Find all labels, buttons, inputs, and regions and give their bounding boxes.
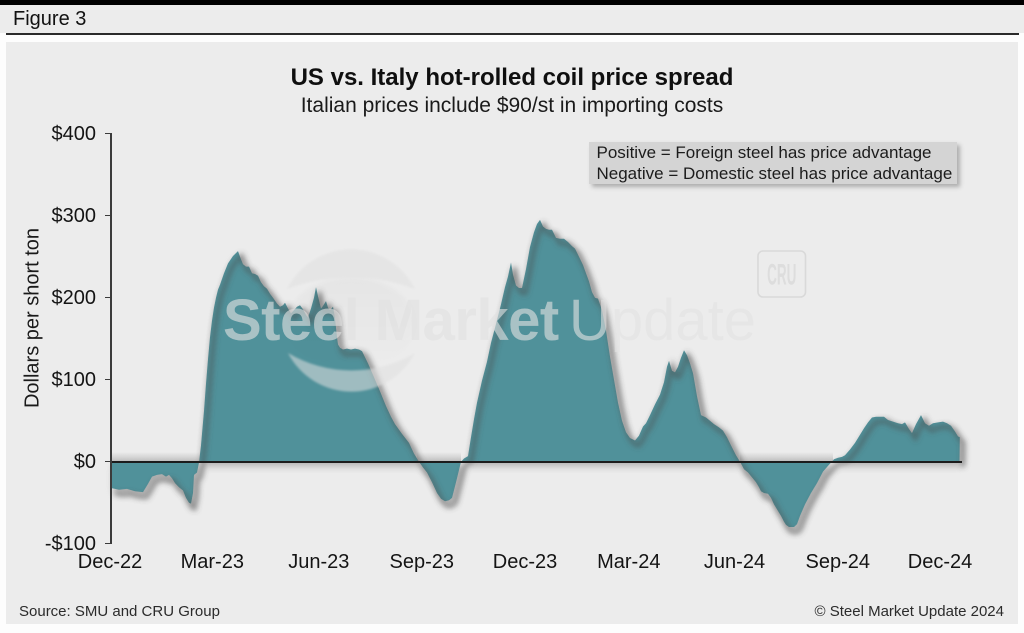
svg-text:CRU: CRU xyxy=(767,257,796,291)
svg-text:Update: Update xyxy=(569,288,756,353)
svg-text:Steel Market: Steel Market xyxy=(223,288,559,353)
